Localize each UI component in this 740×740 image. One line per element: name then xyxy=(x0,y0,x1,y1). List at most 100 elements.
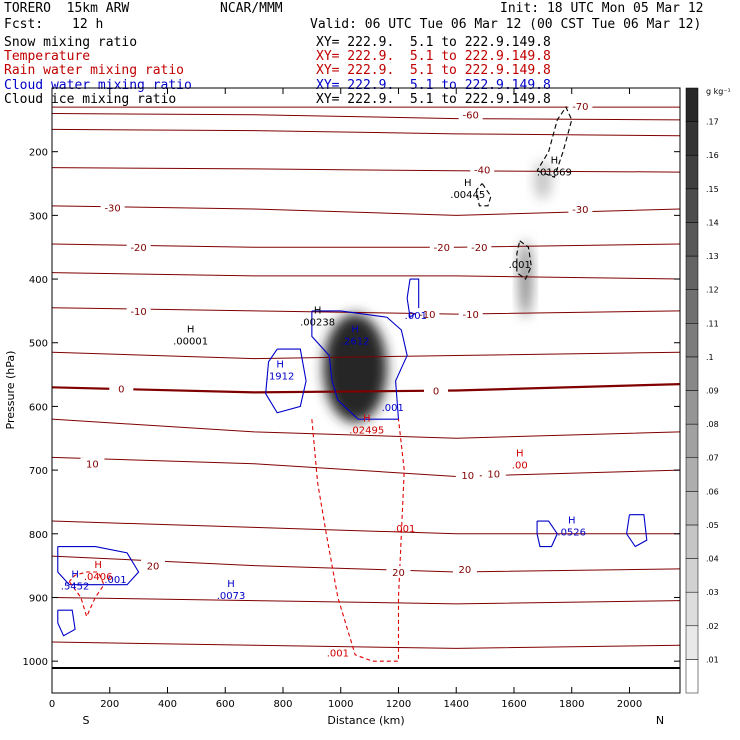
max-marker-value: .0406 xyxy=(84,572,113,583)
isotherm-label: -40 xyxy=(474,166,490,177)
isotherm-0 xyxy=(52,383,680,394)
y-axis-title: Pressure (hPa) xyxy=(4,351,17,430)
colorbar-segment xyxy=(685,87,699,122)
colorbar-segment xyxy=(685,558,699,593)
max-marker-h: H xyxy=(276,359,284,370)
max-marker-value: .0526 xyxy=(557,527,586,538)
isotherm-label: 10 xyxy=(487,469,500,480)
isotherm-label: -10 xyxy=(419,310,435,321)
max-marker-value: .02495 xyxy=(349,426,384,437)
colorbar-segment xyxy=(685,491,699,526)
field-label-temperature: Temperature xyxy=(4,49,91,64)
cloud-ice-contour-2 xyxy=(516,240,532,280)
y-tick-label: 900 xyxy=(29,593,48,604)
field-label-rain: Rain water mixing ratio xyxy=(4,63,185,78)
left-end-label: S xyxy=(83,714,90,727)
x-tick-label: 0 xyxy=(49,699,55,710)
max-marker-value: .001 xyxy=(393,524,415,535)
colorbar-segment xyxy=(685,423,699,458)
isotherm-label: -60 xyxy=(462,111,478,122)
x-tick-label: 400 xyxy=(158,699,177,710)
colorbar-segment xyxy=(685,524,699,559)
valid-time: Valid: 06 UTC Tue 06 Mar 12 (00 CST Tue … xyxy=(310,17,702,32)
y-tick-label: 500 xyxy=(29,339,48,350)
colorbar-segment xyxy=(685,222,699,257)
colorbar-segment xyxy=(685,390,699,425)
isotherm--40 xyxy=(52,167,680,173)
colorbar-label: .04 xyxy=(706,555,719,564)
colorbar-segment xyxy=(685,591,699,627)
cloud-water-contour-4 xyxy=(626,514,648,548)
plot-frame xyxy=(51,87,681,694)
colorbar-label: .16 xyxy=(706,151,719,160)
isotherm--30 xyxy=(52,205,680,216)
max-marker-value: .0073 xyxy=(217,591,246,602)
isotherm-label-bg xyxy=(100,201,125,213)
max-marker-value: .001 xyxy=(382,403,404,414)
rain-water-contour-0 xyxy=(311,419,405,662)
isotherm-10 xyxy=(52,456,680,477)
cloud-water-contour-6 xyxy=(57,609,76,637)
isotherm-label-bg xyxy=(386,566,411,577)
cloud-water-contour-2 xyxy=(406,278,420,319)
x-tick-label: 1400 xyxy=(444,699,469,710)
colorbar-label: .08 xyxy=(706,420,719,429)
isotherm-label: -20 xyxy=(471,243,487,254)
isotherm-25 xyxy=(52,596,680,605)
x-tick-label: 1800 xyxy=(559,699,584,710)
colorbar-segment xyxy=(685,188,699,223)
field-xy-cloud-water: XY= 222.9. 5.1 to 222.9.149.8 xyxy=(316,78,551,93)
max-marker-value: .001 xyxy=(405,311,427,322)
colorbar-segment xyxy=(685,121,699,156)
y-tick-label: 600 xyxy=(29,402,48,413)
isotherm--20 xyxy=(52,243,680,248)
max-marker-value: .001 xyxy=(104,575,126,586)
max-marker-value: .00238 xyxy=(300,317,335,328)
colorbar-label: .03 xyxy=(706,588,719,597)
max-marker-value: .1912 xyxy=(266,371,295,382)
y-tick-label: 400 xyxy=(29,275,48,286)
x-tick-label: 800 xyxy=(273,699,292,710)
x-tick-label: 2000 xyxy=(617,699,642,710)
colorbar-segment xyxy=(685,457,699,492)
isotherm-label-bg xyxy=(481,467,506,479)
colorbar-label: .1 xyxy=(706,353,714,362)
colorbar-label: .15 xyxy=(706,185,719,194)
colorbar-segment xyxy=(685,356,699,391)
isotherm-label: -20 xyxy=(130,243,146,254)
max-marker-h: H xyxy=(314,305,322,316)
max-marker-h: H xyxy=(351,324,359,335)
x-tick-label: 200 xyxy=(100,699,119,710)
isotherm-label-bg xyxy=(415,308,440,320)
colorbar-label: .05 xyxy=(706,521,719,530)
y-tick-label: 1000 xyxy=(23,657,48,668)
init-time: Init: 18 UTC Mon 05 Mar 12 xyxy=(500,1,704,16)
isotherm-label: 0 xyxy=(118,385,124,396)
cloud-water-contour-3 xyxy=(536,520,558,548)
colorbar-label: .12 xyxy=(706,286,719,295)
isotherm--60 xyxy=(52,112,680,121)
max-marker-value: .00445 xyxy=(450,190,485,201)
isotherm-label-bg xyxy=(568,99,593,111)
colorbar-label: .01 xyxy=(706,655,719,664)
isotherm-label-bg xyxy=(126,241,151,253)
isotherm-label-bg xyxy=(458,108,483,120)
contour-label-layer: -70 -60 -40 -30 -30 -20 -20 -20 -10 -10 -10 0 0 10 10 1… xyxy=(61,99,593,659)
isotherm-label-bg xyxy=(141,559,166,571)
colorbar-segment xyxy=(685,625,699,660)
isotherm-label: 10 xyxy=(86,460,99,471)
colorbar-segment xyxy=(685,289,699,324)
isotherm-label-bg xyxy=(455,469,480,481)
isotherm-label: -10 xyxy=(462,310,478,321)
isotherm--5 xyxy=(52,351,680,360)
snow-shading-layer xyxy=(323,161,552,423)
isotherm-label: 20 xyxy=(147,562,160,573)
isotherm-label-bg xyxy=(126,304,151,316)
field-xy-temperature: XY= 222.9. 5.1 to 222.9.149.8 xyxy=(316,49,551,64)
field-xy-rain: XY= 222.9. 5.1 to 222.9.149.8 xyxy=(316,63,551,78)
x-tick-label: 1200 xyxy=(386,699,411,710)
isotherm-label: 20 xyxy=(459,565,472,576)
max-marker-h: H xyxy=(71,570,79,581)
isotherm-label-bg xyxy=(467,241,492,253)
mixing-ratio-contour-layer xyxy=(57,105,648,662)
